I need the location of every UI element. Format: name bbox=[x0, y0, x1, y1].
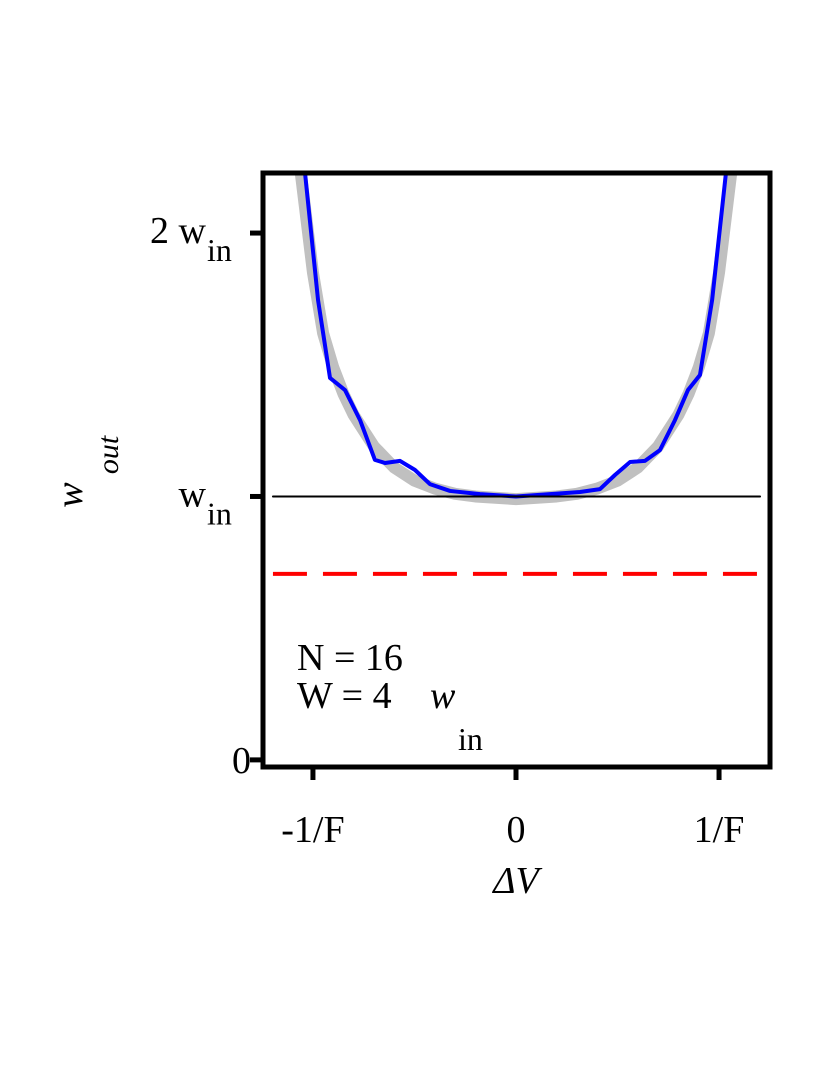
y-tick-label-sub: in bbox=[207, 495, 232, 531]
plot-area bbox=[271, 173, 763, 576]
y-tick-label: 2 w bbox=[150, 210, 207, 252]
annotation: W = 4 bbox=[297, 675, 392, 717]
annotation: N = 16 bbox=[297, 637, 403, 679]
y-tick-label: w bbox=[179, 473, 207, 515]
y-tick-label-sub: in bbox=[207, 232, 232, 268]
x-tick-label: 1/F bbox=[694, 809, 745, 851]
annotation: w bbox=[430, 675, 456, 717]
y-axis-label: w bbox=[49, 482, 91, 508]
annotation: in bbox=[458, 721, 483, 757]
series-line bbox=[294, 173, 738, 506]
y-axis-label-sub: out bbox=[92, 435, 125, 474]
x-axis-label: ΔV bbox=[491, 860, 542, 902]
x-tick-label: 0 bbox=[506, 809, 525, 851]
y-tick-label: 0 bbox=[232, 740, 251, 782]
x-tick-label: -1/F bbox=[281, 809, 344, 851]
